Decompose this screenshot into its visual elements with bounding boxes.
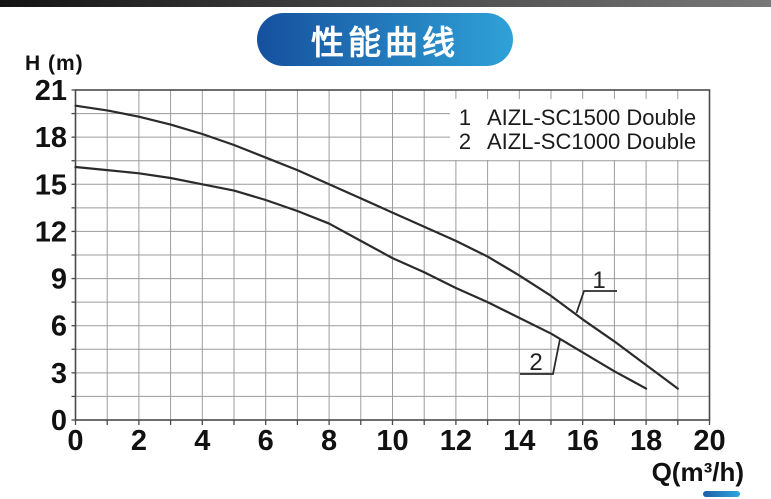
badge-title: 性能曲线 <box>311 23 459 61</box>
curve-1-label: 1 <box>592 267 605 294</box>
y-tick-label: 3 <box>51 358 67 390</box>
y-tick-label: 18 <box>35 122 67 154</box>
performance-curve-badge: 性能曲线 <box>257 13 513 66</box>
accent-bar <box>703 491 740 497</box>
curve-1-leader-line <box>575 290 617 314</box>
top-divider-bar <box>0 0 771 7</box>
x-tick-label: 20 <box>693 425 725 457</box>
curve-2-label: 2 <box>529 349 542 376</box>
performance-curve-1 <box>74 104 679 390</box>
y-tick-label: 6 <box>51 311 67 343</box>
y-tick-label: 12 <box>35 216 67 248</box>
x-tick-label: 0 <box>67 425 83 457</box>
legend-series-name: AIZL-SC1000 Double <box>487 129 696 154</box>
curve-2-leader-line <box>520 338 561 375</box>
x-axis-title: Q(m³/h) <box>651 457 744 487</box>
x-tick-label: 6 <box>258 425 274 457</box>
y-tick-label: 21 <box>35 75 67 107</box>
x-tick-label: 18 <box>630 425 662 457</box>
y-axis-title: H (m) <box>25 52 84 75</box>
legend-series-name: AIZL-SC1500 Double <box>487 105 696 130</box>
y-tick-label: 9 <box>51 264 67 296</box>
legend-series-number: 1 <box>459 105 471 130</box>
y-tick-label: 0 <box>51 405 67 437</box>
y-tick-label: 15 <box>35 169 67 201</box>
x-tick-label: 8 <box>321 425 337 457</box>
x-tick-label: 14 <box>503 425 535 457</box>
legend-series-number: 2 <box>459 129 471 154</box>
x-tick-label: 16 <box>567 425 599 457</box>
x-tick-label: 4 <box>194 425 210 457</box>
legend-background <box>450 99 711 160</box>
x-tick-label: 2 <box>131 425 147 457</box>
x-tick-label: 12 <box>440 425 472 457</box>
x-tick-label: 10 <box>376 425 408 457</box>
plot-border <box>74 89 711 421</box>
performance-curve-2 <box>74 165 648 390</box>
